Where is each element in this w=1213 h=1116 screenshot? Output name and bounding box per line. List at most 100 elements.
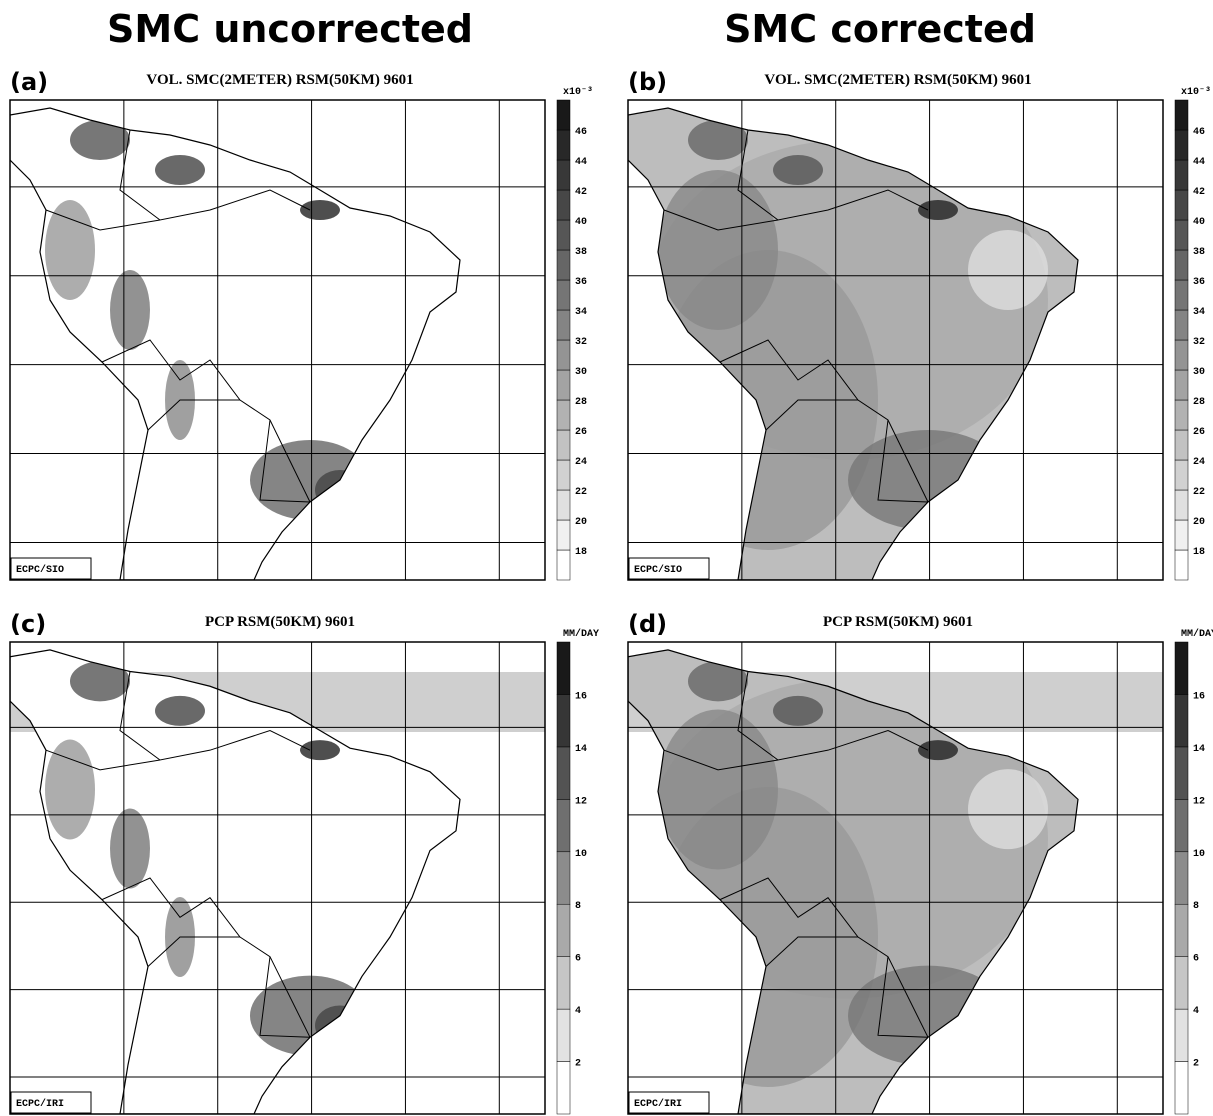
colorbar-unit: MM/DAY (1181, 628, 1213, 640)
colorbar-label: 30 (1193, 367, 1205, 378)
colorbar-label: 26 (1193, 427, 1205, 438)
colorbar-label: 36 (575, 277, 587, 288)
colorbar-segment (557, 400, 570, 430)
colorbar-segment (1175, 190, 1188, 220)
colorbar-label: 14 (1193, 744, 1205, 755)
panel-title: VOL. SMC(2METER) RSM(50KM) 9601 (146, 72, 413, 88)
figure: SMC uncorrected SMC corrected (a)VOL. SM… (0, 0, 1213, 1116)
map-panel (10, 100, 545, 580)
shade (848, 966, 1008, 1066)
colorbar-segment (557, 957, 570, 1009)
shade (250, 976, 370, 1056)
colorbar-label: 34 (575, 307, 587, 318)
panel-title: PCP RSM(50KM) 9601 (823, 614, 973, 630)
shade (968, 769, 1048, 849)
shade (918, 740, 958, 760)
colorbar-label: 34 (1193, 307, 1205, 318)
colorbar-segment (1175, 490, 1188, 520)
colorbar-label: 16 (575, 691, 587, 702)
colorbar-segment (1175, 100, 1188, 130)
colorbar-label: 6 (1193, 954, 1199, 965)
shade (45, 740, 95, 840)
colorbar-label: 32 (1193, 337, 1205, 348)
colorbar-label: 10 (1193, 849, 1205, 860)
panel-title: PCP RSM(50KM) 9601 (205, 614, 355, 630)
colorbar-segment (1175, 550, 1188, 580)
colorbar-label: 36 (1193, 277, 1205, 288)
shade (773, 155, 823, 185)
colorbar-segment (557, 747, 570, 799)
colorbar-segment (557, 430, 570, 460)
colorbar-segment (557, 550, 570, 580)
map-content (10, 650, 545, 1114)
shade (968, 230, 1048, 310)
panel-label: (d) (628, 610, 667, 638)
credit: ECPC/IRI (16, 1098, 64, 1110)
colorbar-label: 38 (1193, 247, 1205, 258)
colorbar-segment (1175, 799, 1188, 851)
colorbar-segment (557, 160, 570, 190)
colorbar-label: 22 (1193, 487, 1205, 498)
colorbar-segment (557, 1009, 570, 1061)
column-header: SMC corrected (724, 7, 1036, 51)
shade (658, 170, 778, 330)
colorbar-label: 38 (575, 247, 587, 258)
shade (658, 710, 778, 870)
colorbar-segment (1175, 130, 1188, 160)
colorbar-label: 14 (575, 744, 587, 755)
colorbar-segment (557, 642, 570, 694)
shading (648, 120, 1048, 550)
shade (848, 430, 1008, 530)
colorbar-label: 20 (575, 517, 587, 528)
shade (315, 470, 365, 510)
colorbar-label: 12 (1193, 796, 1205, 807)
colorbar-label: 28 (1193, 397, 1205, 408)
colorbar-label: 26 (575, 427, 587, 438)
shade (45, 200, 95, 300)
colorbar-segment (1175, 1062, 1188, 1114)
colorbar-segment (557, 130, 570, 160)
colorbar-label: 42 (575, 187, 587, 198)
credit: ECPC/SIO (16, 564, 64, 576)
colorbar-label: 2 (575, 1059, 581, 1070)
credit: ECPC/IRI (634, 1098, 682, 1110)
colorbar-label: 18 (1193, 547, 1205, 558)
colorbar-segment (1175, 904, 1188, 956)
colorbar-label: 12 (575, 796, 587, 807)
map-content (628, 650, 1163, 1114)
shade (155, 155, 205, 185)
map-panel (10, 642, 545, 1114)
colorbar-segment (557, 1062, 570, 1114)
colorbar-label: 40 (575, 217, 587, 228)
colorbar-label: 46 (575, 127, 587, 138)
shade (918, 200, 958, 220)
map-content (10, 108, 460, 580)
colorbar-label: 4 (1193, 1006, 1199, 1017)
map-panel (628, 642, 1163, 1114)
colorbar-segment (557, 799, 570, 851)
panel-label: (b) (628, 68, 667, 96)
colorbar-label: 24 (575, 457, 587, 468)
colorbar-label: 30 (575, 367, 587, 378)
colorbar-segment (1175, 520, 1188, 550)
panel-title: VOL. SMC(2METER) RSM(50KM) 9601 (764, 72, 1031, 88)
colorbar-segment (1175, 400, 1188, 430)
colorbar-segment (557, 250, 570, 280)
shade (110, 270, 150, 350)
colorbar-label: 28 (575, 397, 587, 408)
colorbar-segment (1175, 747, 1188, 799)
colorbar-segment (1175, 852, 1188, 904)
colorbar-label: 22 (575, 487, 587, 498)
colorbar-segment (557, 310, 570, 340)
colorbar-segment (1175, 957, 1188, 1009)
colorbar-segment (557, 340, 570, 370)
shade (688, 661, 748, 701)
colorbar-segment (1175, 250, 1188, 280)
continent (10, 108, 460, 580)
colorbar-segment (557, 220, 570, 250)
colorbar-label: 6 (575, 954, 581, 965)
colorbar-label: 42 (1193, 187, 1205, 198)
colorbar-segment (1175, 642, 1188, 694)
colorbar-segment (1175, 460, 1188, 490)
map-panel (628, 100, 1163, 580)
